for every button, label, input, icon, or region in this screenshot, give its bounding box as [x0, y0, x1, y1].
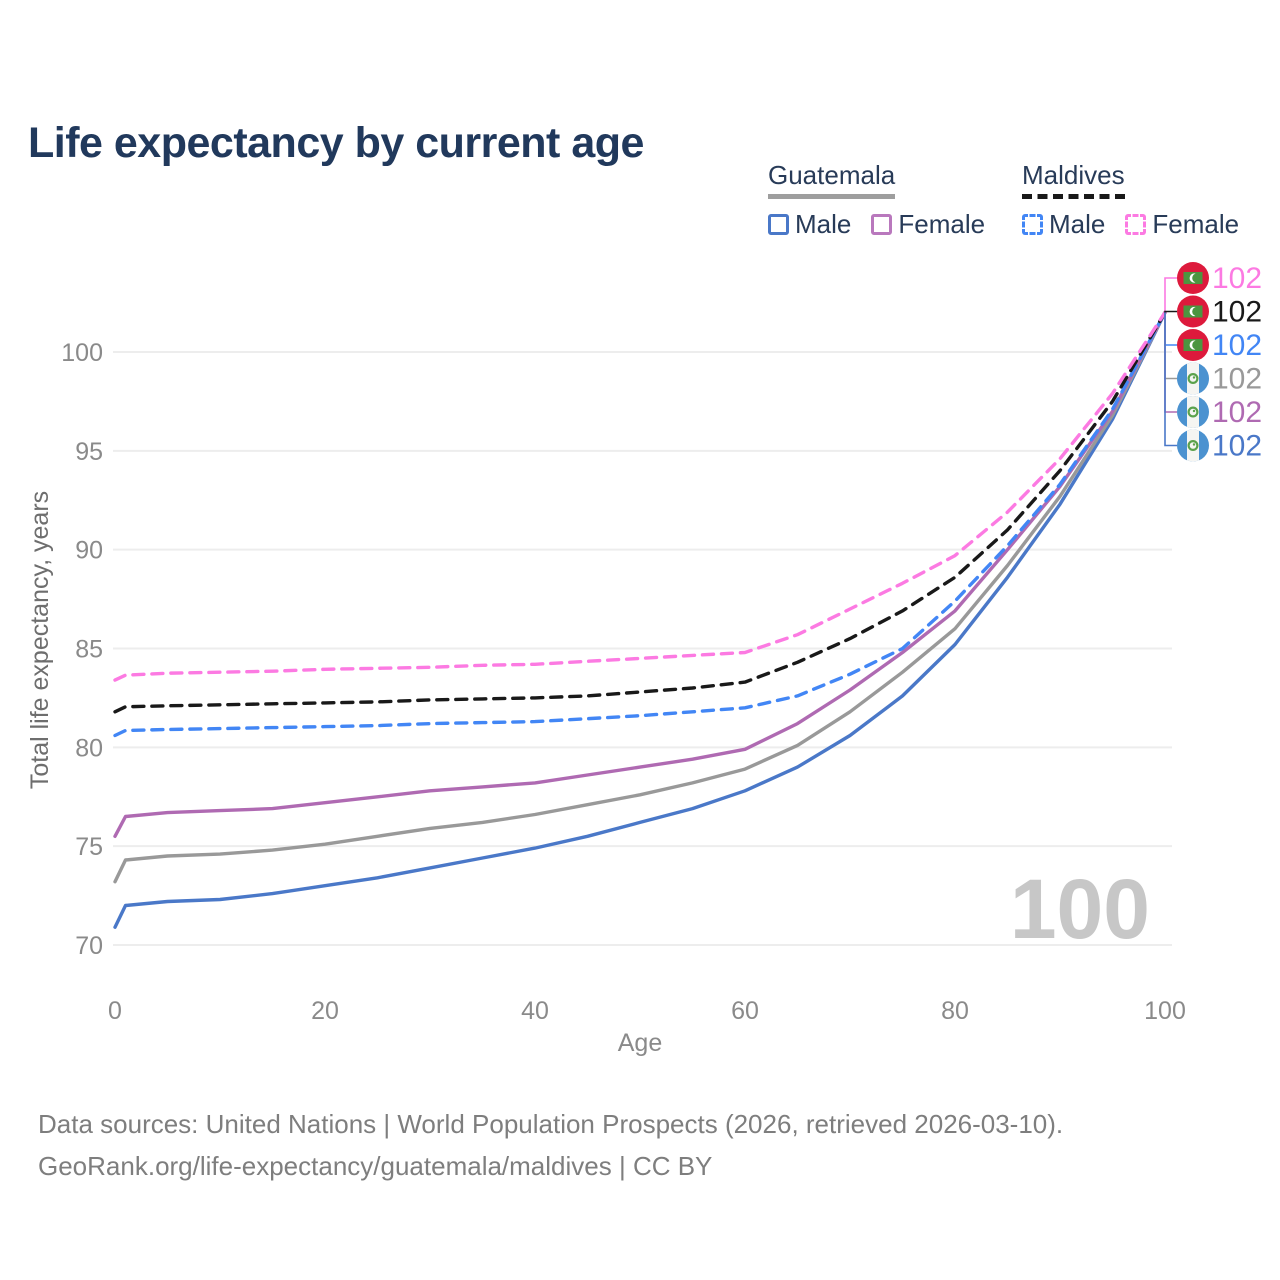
- line-guatemala-total[interactable]: [113, 310, 1167, 884]
- line-guatemala-female[interactable]: [113, 310, 1167, 838]
- line-chart-canvas: 70 75 80 85 90 95 100 0 20 40 60 80 100 Age Total life…: [26, 262, 1262, 1057]
- line-maldives-male[interactable]: [113, 310, 1167, 738]
- guatemala-female-swatch-icon: [871, 214, 893, 235]
- line-maldives-female[interactable]: [113, 310, 1167, 682]
- y-axis-title: Total life expectancy, years: [26, 491, 54, 789]
- legend-label-guatemala-male: Male: [795, 209, 852, 239]
- x-tick-60: 60: [731, 997, 759, 1025]
- guatemala-flag-icon: [1177, 396, 1209, 428]
- x-tick-0: 0: [108, 997, 122, 1025]
- maldives-female-swatch-icon: [1125, 214, 1147, 235]
- line-maldives-total[interactable]: [113, 310, 1167, 714]
- legend-country-maldives[interactable]: Maldives: [1022, 160, 1125, 199]
- guatemala-flag-icon: [1177, 362, 1209, 395]
- maldives-flag-icon: [1177, 262, 1209, 294]
- x-tick-80: 80: [941, 997, 969, 1025]
- current-age-watermark: 100: [1010, 862, 1150, 956]
- legend-group-maldives: Maldives Male Female: [1022, 160, 1239, 240]
- legend-group-guatemala: Guatemala Male Female: [768, 160, 985, 240]
- end-value-label-guatemala-female: 102: [1212, 396, 1262, 429]
- legend-country-guatemala[interactable]: Guatemala: [768, 160, 896, 199]
- legend-item-maldives-male[interactable]: Male: [1022, 209, 1105, 240]
- maldives-flag-icon: [1177, 295, 1209, 328]
- leader-line-maldives-total: [1164, 310, 1177, 313]
- x-axis-title: Age: [618, 1029, 662, 1057]
- legend-label-maldives-female: Female: [1152, 209, 1240, 239]
- leader-line-guatemala-male: [1164, 312, 1177, 447]
- guatemala-male-swatch-icon: [768, 214, 789, 235]
- source-line-2: GeoRank.org/life-expectancy/guatemala/ma…: [38, 1151, 713, 1181]
- end-value-label-maldives-male: 102: [1212, 329, 1262, 362]
- end-value-label-maldives-total: 102: [1212, 296, 1262, 329]
- y-tick-70: 70: [75, 932, 103, 960]
- end-value-label-guatemala-male: 102: [1212, 430, 1262, 463]
- y-tick-90: 90: [75, 537, 103, 565]
- y-tick-85: 85: [75, 636, 103, 664]
- leader-line-maldives-female: [1164, 277, 1177, 313]
- end-value-label-maldives-female: 102: [1212, 262, 1262, 295]
- guatemala-flag-icon: [1177, 429, 1209, 462]
- source-line-1: Data sources: United Nations | World Pop…: [38, 1109, 1064, 1139]
- legend-item-guatemala-male[interactable]: Male: [768, 209, 851, 240]
- maldives-male-swatch-icon: [1022, 214, 1043, 235]
- x-tick-40: 40: [521, 997, 549, 1025]
- data-sources: Data sources: United Nations | World Pop…: [38, 1103, 1063, 1187]
- leader-line-maldives-male: [1164, 312, 1177, 346]
- line-guatemala-male[interactable]: [113, 310, 1167, 929]
- legend-item-maldives-female[interactable]: Female: [1125, 209, 1239, 240]
- maldives-flag-icon: [1177, 329, 1209, 361]
- y-tick-95: 95: [75, 438, 103, 466]
- legend-label-guatemala-female: Female: [898, 209, 986, 239]
- legend-label-maldives-male: Male: [1049, 209, 1106, 239]
- x-tick-20: 20: [311, 997, 339, 1025]
- end-value-label-guatemala-total: 102: [1212, 363, 1262, 396]
- page-title: Life expectancy by current age: [28, 118, 644, 167]
- y-tick-80: 80: [75, 734, 103, 762]
- leader-line-guatemala-female: [1164, 312, 1177, 413]
- y-tick-75: 75: [75, 833, 103, 861]
- x-tick-100: 100: [1144, 997, 1186, 1025]
- y-tick-100: 100: [61, 339, 103, 367]
- legend-item-guatemala-female[interactable]: Female: [871, 209, 985, 240]
